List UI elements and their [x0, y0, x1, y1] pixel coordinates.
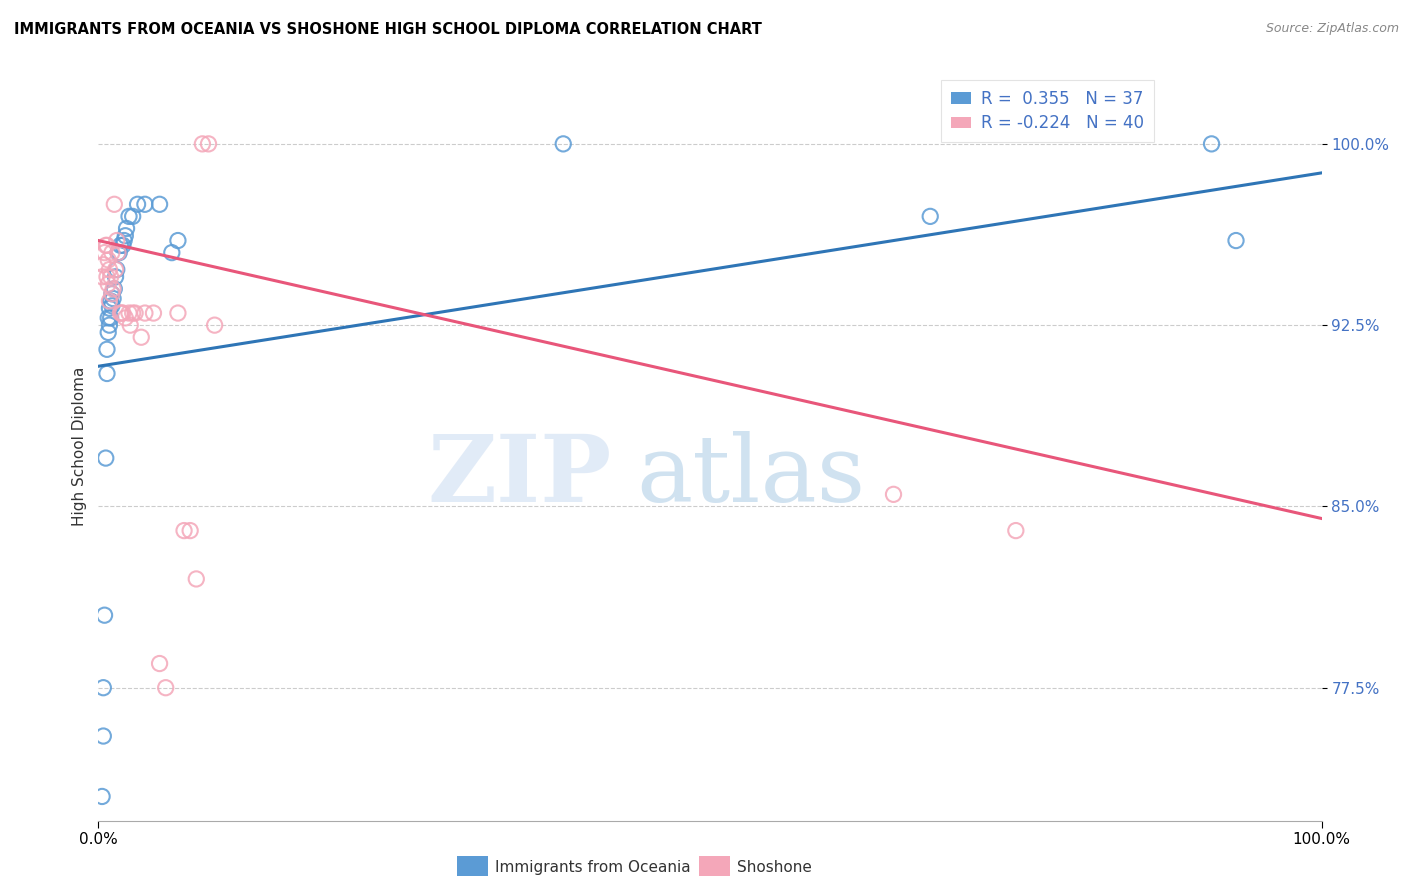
Point — [98, 293, 121, 308]
Point — [101, 299, 124, 313]
Point — [149, 657, 172, 671]
Point — [179, 524, 201, 538]
Point — [127, 197, 149, 211]
Point — [94, 451, 117, 466]
Point — [96, 269, 118, 284]
Point — [186, 572, 208, 586]
Point — [104, 262, 127, 277]
Point — [134, 197, 156, 211]
Point — [104, 269, 127, 284]
Point — [110, 306, 132, 320]
Point — [100, 269, 122, 284]
Text: Immigrants from Oceania: Immigrants from Oceania — [495, 861, 690, 875]
Point — [114, 310, 136, 325]
Point — [1201, 136, 1223, 151]
Point — [97, 277, 120, 291]
Point — [134, 306, 156, 320]
Point — [97, 310, 120, 325]
Point — [883, 487, 905, 501]
Point — [191, 136, 214, 151]
Point — [1225, 234, 1247, 248]
Point — [111, 238, 134, 252]
Point — [94, 238, 117, 252]
Point — [91, 269, 114, 284]
Point — [1004, 524, 1026, 538]
Point — [96, 367, 118, 381]
Point — [107, 245, 129, 260]
Point — [101, 292, 124, 306]
Point — [101, 245, 124, 260]
Point — [121, 210, 143, 224]
Point — [97, 326, 120, 340]
Point — [96, 343, 118, 357]
Point — [108, 245, 131, 260]
Point — [142, 306, 165, 320]
Text: ZIP: ZIP — [427, 431, 612, 521]
Point — [197, 136, 219, 151]
Point — [91, 729, 114, 743]
Point — [101, 286, 124, 301]
Point — [553, 136, 575, 151]
Point — [98, 301, 121, 316]
Point — [118, 210, 141, 224]
Point — [100, 293, 122, 308]
Point — [107, 245, 129, 260]
Point — [160, 245, 183, 260]
Point — [97, 252, 120, 267]
Point — [115, 221, 138, 235]
Text: IMMIGRANTS FROM OCEANIA VS SHOSHONE HIGH SCHOOL DIPLOMA CORRELATION CHART: IMMIGRANTS FROM OCEANIA VS SHOSHONE HIGH… — [14, 22, 762, 37]
Point — [173, 524, 195, 538]
Point — [91, 258, 114, 272]
Point — [920, 210, 942, 224]
Point — [121, 306, 143, 320]
Point — [111, 306, 134, 320]
Point — [114, 228, 136, 243]
Point — [124, 306, 146, 320]
Point — [120, 318, 142, 333]
Text: Shoshone: Shoshone — [737, 861, 811, 875]
Point — [103, 197, 125, 211]
Point — [93, 245, 115, 260]
Point — [129, 330, 152, 344]
Point — [204, 318, 226, 333]
Point — [101, 286, 124, 301]
Point — [101, 282, 124, 296]
Point — [167, 234, 190, 248]
Point — [105, 234, 128, 248]
Point — [110, 238, 132, 252]
Y-axis label: High School Diploma: High School Diploma — [72, 367, 87, 525]
Point — [155, 681, 177, 695]
Point — [96, 238, 118, 252]
Point — [98, 262, 121, 277]
Point — [149, 197, 172, 211]
Point — [112, 234, 135, 248]
Point — [111, 306, 134, 320]
Text: atlas: atlas — [637, 431, 866, 521]
Point — [91, 681, 114, 695]
Point — [118, 306, 141, 320]
Point — [105, 262, 128, 277]
Point — [167, 306, 190, 320]
Text: Source: ZipAtlas.com: Source: ZipAtlas.com — [1265, 22, 1399, 36]
Point — [98, 318, 121, 333]
Legend: R =  0.355   N = 37, R = -0.224   N = 40: R = 0.355 N = 37, R = -0.224 N = 40 — [941, 79, 1154, 143]
Point — [93, 608, 115, 623]
Point — [100, 310, 122, 325]
Point — [103, 282, 125, 296]
Point — [91, 789, 114, 804]
